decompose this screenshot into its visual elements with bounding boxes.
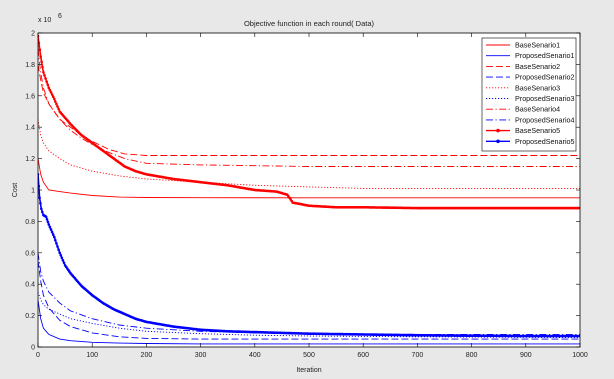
legend-marker xyxy=(496,139,500,144)
y-tick-label: 0 xyxy=(31,345,35,352)
x-tick-label: 0 xyxy=(36,352,40,359)
y-tick-label: 1.6 xyxy=(25,93,35,100)
series-marker xyxy=(49,91,53,94)
series-marker xyxy=(53,97,56,101)
series-marker xyxy=(55,242,58,245)
series-group xyxy=(38,34,580,345)
y-tick-label: 1 xyxy=(31,188,35,195)
legend-label: BaseSenario3 xyxy=(515,83,560,92)
series-marker xyxy=(51,233,55,236)
legend-label: ProposedSenario3 xyxy=(515,94,575,103)
series-marker xyxy=(41,65,44,69)
series-marker xyxy=(54,100,57,103)
series-line-1 xyxy=(38,158,580,199)
series-marker xyxy=(41,210,44,214)
y-tick-label: 0.8 xyxy=(25,219,35,226)
series-marker xyxy=(38,196,41,200)
series-marker xyxy=(40,60,43,64)
series-marker xyxy=(51,95,55,98)
series-line-2 xyxy=(38,299,580,345)
series-marker xyxy=(49,228,53,231)
series-marker xyxy=(577,334,580,338)
series-marker xyxy=(57,248,60,251)
series-marker xyxy=(40,207,43,211)
series-marker xyxy=(38,41,41,45)
series-line-4 xyxy=(38,260,580,340)
x-tick-label: 600 xyxy=(357,352,369,359)
series-marker xyxy=(45,80,48,83)
series-marker xyxy=(56,105,59,108)
series-marker xyxy=(60,256,64,260)
series-marker xyxy=(43,74,46,77)
series-line-8 xyxy=(38,252,580,335)
x-tick-label: 700 xyxy=(412,352,424,359)
series-marker xyxy=(44,215,48,218)
y-tick-label: 1.4 xyxy=(25,125,35,132)
series-marker xyxy=(38,48,42,51)
series-marker xyxy=(59,254,63,257)
series-line-7 xyxy=(38,48,580,167)
series-line-5 xyxy=(38,119,580,189)
series-marker xyxy=(44,77,47,80)
y-tick-label: 0.2 xyxy=(25,313,35,320)
legend-label: ProposedSenario1 xyxy=(515,51,575,60)
series-marker xyxy=(54,238,57,242)
series-marker xyxy=(39,202,42,205)
series-marker xyxy=(45,218,49,221)
legend-label: ProposedSenario5 xyxy=(515,137,575,146)
x-axis-label: Iteration xyxy=(296,367,321,374)
legend-label: ProposedSenario2 xyxy=(515,73,575,82)
legend-label: BaseSenario2 xyxy=(515,62,560,71)
series-marker xyxy=(55,102,58,106)
y-tick-label: 1.2 xyxy=(25,156,35,163)
legend-marker xyxy=(496,128,500,133)
legend-label: BaseSenario1 xyxy=(515,41,560,50)
series-marker xyxy=(47,86,51,90)
x-tick-label: 100 xyxy=(86,352,98,359)
series-marker xyxy=(48,88,52,92)
y-exponent-power: 6 xyxy=(58,13,62,20)
x-tick-label: 400 xyxy=(249,352,261,359)
chart-title: Objective function in each round( Data) xyxy=(244,19,375,28)
series-marker xyxy=(48,225,52,229)
series-marker xyxy=(47,223,51,226)
series-marker xyxy=(50,93,54,96)
series-marker xyxy=(57,107,60,111)
y-exponent-label: x 10 xyxy=(38,17,51,24)
x-tick-label: 800 xyxy=(466,352,478,359)
x-tick-label: 200 xyxy=(141,352,153,359)
series-markers-9 xyxy=(38,34,580,210)
series-marker xyxy=(50,230,54,234)
series-marker xyxy=(46,83,50,87)
series-marker xyxy=(46,220,50,224)
series-marker xyxy=(56,245,59,248)
legend-label: BaseSenario4 xyxy=(515,105,560,114)
series-marker xyxy=(39,55,42,58)
legend-label: ProposedSenario4 xyxy=(515,115,575,124)
series-markers-10 xyxy=(38,173,580,338)
legend-label: BaseSenario5 xyxy=(515,126,560,135)
series-marker xyxy=(61,259,65,262)
y-axis-label: Cost xyxy=(12,183,19,197)
y-tick-label: 0.4 xyxy=(25,282,35,289)
x-tick-label: 1000 xyxy=(572,352,588,359)
series-marker xyxy=(53,235,56,239)
y-tick-label: 0.6 xyxy=(25,250,35,257)
x-tick-label: 900 xyxy=(520,352,532,359)
series-marker xyxy=(62,261,66,265)
y-tick-label: 1.8 xyxy=(25,62,35,69)
y-tick-label: 2 xyxy=(31,31,35,38)
series-marker xyxy=(58,251,61,255)
series-marker xyxy=(577,206,580,210)
series-marker xyxy=(38,184,41,188)
series-marker xyxy=(42,71,45,74)
x-tick-label: 300 xyxy=(195,352,207,359)
x-tick-label: 500 xyxy=(303,352,315,359)
